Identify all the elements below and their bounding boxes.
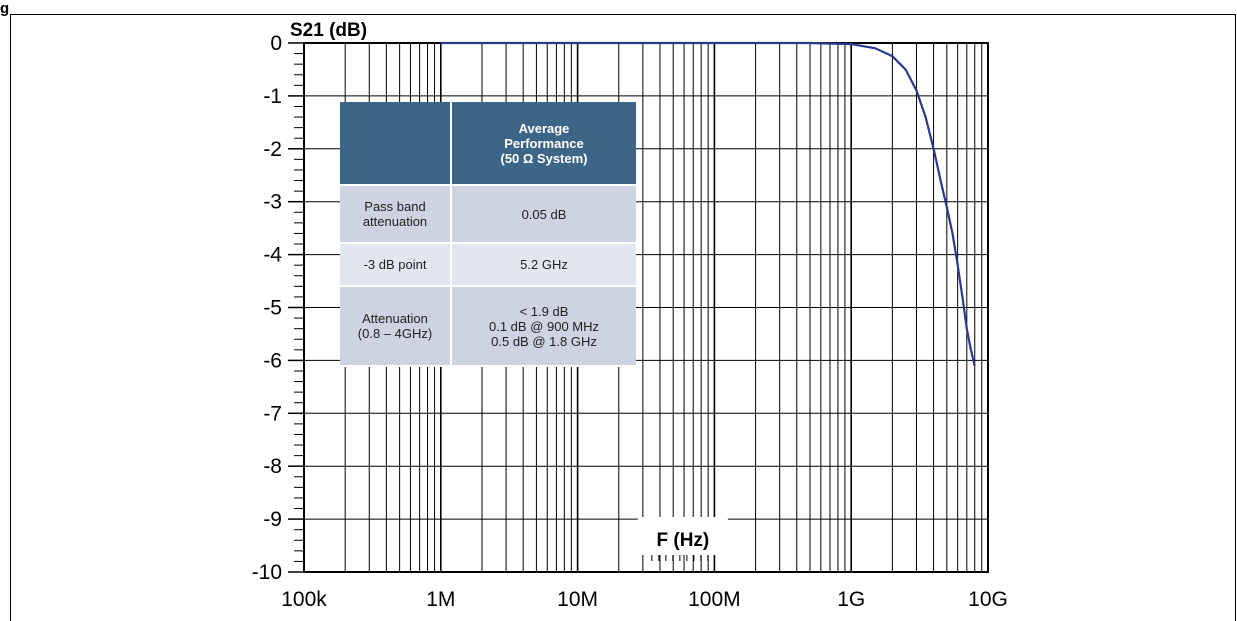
row-value-line: 0.1 dB @ 900 MHz [488,318,600,334]
performance-table: Average Performance (50 Ω System) Pass b… [340,102,636,367]
xlabel: F (Hz) [656,530,709,551]
x-tick-label: 1G [837,588,865,611]
header-line: Performance [504,135,584,151]
ylabel: S21 (dB) [290,20,367,41]
figure-frame [10,14,1236,621]
x-tick-label: 10G [968,588,1008,611]
x-tick-label: 100M [688,588,741,611]
row-label-line: attenuation [362,214,428,229]
axis-titles: S21 (dB) F (Hz) [284,17,728,561]
table-header-row: Average Performance (50 Ω System) [340,102,636,186]
row-value: < 1.9 dB 0.1 dB @ 900 MHz 0.5 dB @ 1.8 G… [452,287,636,367]
y-tick-label: 0 [270,32,282,55]
table-row: -3 dB point 5.2 GHz [340,244,636,287]
y-tick-label: -1 [263,85,282,108]
y-tick-label: -6 [263,349,282,372]
row-value-line: < 1.9 dB [519,303,569,319]
y-tick-label: -4 [263,244,282,267]
row-value-line: 0.5 dB @ 1.8 GHz [491,333,597,349]
table-header-empty-cell [340,102,452,186]
y-tick-label: -8 [263,455,282,478]
row-label: Pass band attenuation [340,186,452,244]
y-tick-label: -9 [263,508,282,531]
y-tick-labels: 0 -1 -2 -3 -4 -5 -6 -7 -8 -9 -10 [252,32,283,584]
x-tick-label: 1M [426,588,455,611]
y-minor-ticks [288,42,304,573]
header-line: (50 Ω System) [500,150,588,166]
y-tick-label: -3 [263,191,282,214]
x-tick-label: 100k [281,588,327,611]
xlabel-background [637,517,728,555]
row-label-line: Attenuation [362,311,428,326]
row-label: -3 dB point [340,244,452,287]
table-header-average-performance: Average Performance (50 Ω System) [452,102,636,186]
x-tick-label: 10M [557,588,598,611]
table-row: Attenuation (0.8 – 4GHz) < 1.9 dB 0.1 dB… [340,287,636,367]
row-value: 0.05 dB [452,186,636,244]
row-label-line: (0.8 – 4GHz) [357,326,433,341]
y-tick-label: -2 [263,138,282,161]
series-group [440,41,976,366]
figure-corner-label: g [0,0,10,17]
y-tick-label: -10 [252,561,282,584]
y-tick-label: -5 [263,297,282,320]
row-label-line: -3 dB point [363,257,427,272]
header-line: Average [518,120,570,136]
ylabel-background [284,17,404,41]
x-tick-labels: 100k 1M 10M 100M 1G 10G [281,588,1008,611]
row-value-line: 5.2 GHz [520,257,568,272]
row-value-line: 0.05 dB [521,206,567,222]
y-tick-label: -7 [263,402,282,425]
row-label-line: Pass band [364,199,426,214]
table-row: Pass band attenuation 0.05 dB [340,186,636,244]
s21-series-line [440,41,976,366]
row-label: Attenuation (0.8 – 4GHz) [340,287,452,367]
row-value: 5.2 GHz [452,244,636,287]
